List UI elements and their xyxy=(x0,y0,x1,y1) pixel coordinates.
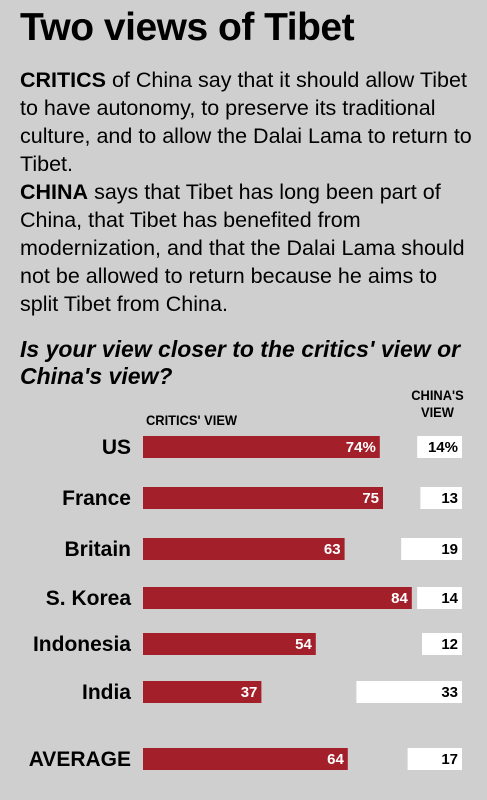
category-label: India xyxy=(82,681,131,704)
china-view-header: CHINA'S VIEW xyxy=(408,387,467,421)
critics-text: of China say that it should allow Tibet … xyxy=(20,68,472,176)
china-view-header-text: CHINA'S VIEW xyxy=(408,387,467,421)
china-value-label: 33 xyxy=(441,684,458,701)
critics-value-label: 54 xyxy=(295,636,312,653)
critics-value-label: 75 xyxy=(362,490,379,507)
china-view-header-line2: VIEW xyxy=(420,404,454,420)
critics-value-label: 37 xyxy=(241,684,258,701)
category-label: US xyxy=(102,436,131,459)
category-label: France xyxy=(62,487,131,510)
china-bar xyxy=(417,436,462,458)
china-value-label: 17 xyxy=(441,751,458,768)
china-bar xyxy=(422,633,462,655)
category-label: Indonesia xyxy=(33,633,131,656)
china-bar xyxy=(407,748,462,770)
critics-bar xyxy=(143,587,412,609)
survey-question: Is your view closer to the critics' view… xyxy=(20,336,461,389)
critics-value-label: 74% xyxy=(346,439,376,456)
china-paragraph: CHINA says that Tibet has long been part… xyxy=(20,178,475,318)
critics-value-label: 84 xyxy=(391,590,408,607)
critics-view-header: CRITICS' VIEW xyxy=(146,412,238,428)
category-label: AVERAGE xyxy=(29,748,131,771)
china-value-label: 14% xyxy=(428,439,458,456)
china-value-label: 12 xyxy=(441,636,458,653)
critics-lead: CRITICS xyxy=(20,68,106,92)
critics-bar xyxy=(143,487,383,509)
critics-value-label: 63 xyxy=(324,541,341,558)
category-label: S. Korea xyxy=(46,587,132,610)
china-value-label: 13 xyxy=(441,490,458,507)
china-bar xyxy=(356,681,462,703)
critics-bar xyxy=(143,748,348,770)
page-title: Two views of Tibet xyxy=(20,6,355,49)
china-bar xyxy=(401,538,462,560)
china-bar xyxy=(420,487,462,509)
china-value-label: 19 xyxy=(441,541,458,558)
china-view-header-line1: CHINA'S xyxy=(411,387,464,403)
critics-paragraph: CRITICS of China say that it should allo… xyxy=(20,66,475,178)
critics-bar xyxy=(143,436,380,458)
intro-text: CRITICS of China say that it should allo… xyxy=(20,66,475,318)
china-text: says that Tibet has long been part of Ch… xyxy=(20,180,465,316)
china-value-label: 14 xyxy=(441,590,458,607)
critics-value-label: 64 xyxy=(327,751,344,768)
critics-bar xyxy=(143,633,316,655)
critics-bar xyxy=(143,681,262,703)
china-lead: CHINA xyxy=(20,180,89,204)
category-label: Britain xyxy=(64,538,131,561)
china-bar xyxy=(417,587,462,609)
critics-bar xyxy=(143,538,345,560)
